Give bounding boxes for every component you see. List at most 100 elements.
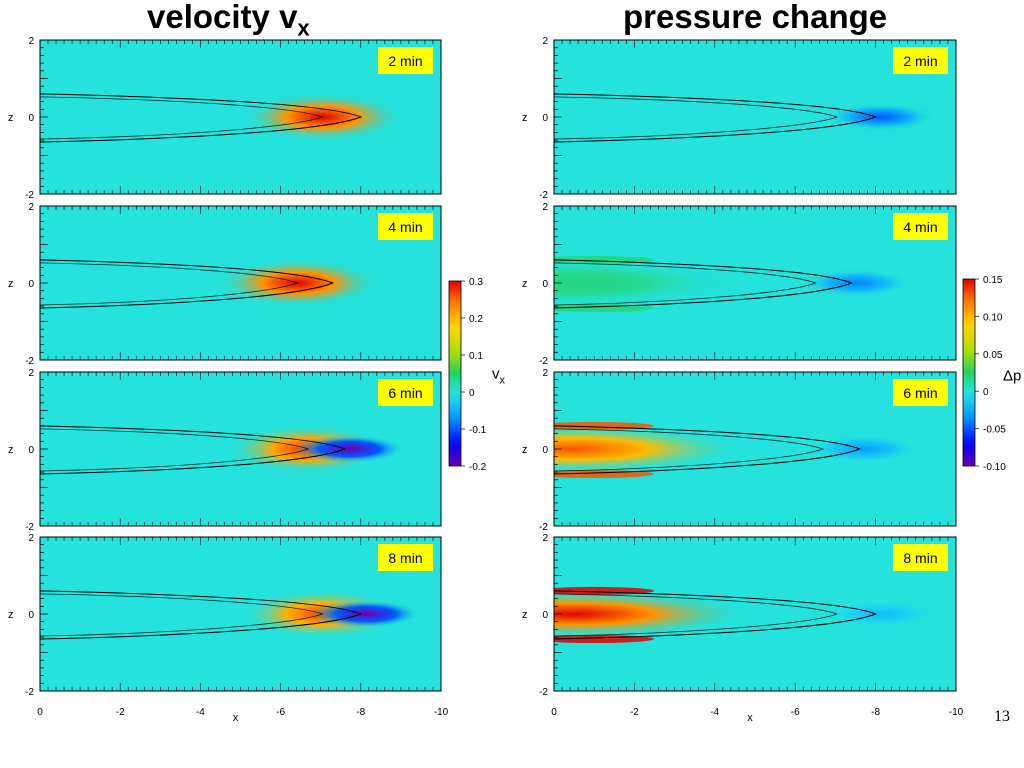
x-tick-label: -10 — [434, 707, 449, 718]
y-axis-label: z — [8, 112, 14, 124]
colorbar-label-sub: x — [500, 375, 506, 387]
chart1-panel-2: 2 0 -2 z 4 min — [8, 202, 442, 367]
chart2-panel-4: 2 0 -2 z 8 min — [522, 533, 957, 698]
chart2-panel-1: 2 0 -2 z 2 min — [522, 36, 957, 201]
outer-contour — [554, 590, 877, 640]
x-tick-label: -8 — [356, 707, 365, 718]
colorbar-label: Δp — [1003, 368, 1021, 385]
left-chart-title: velocity vx — [147, 0, 310, 42]
y-tick-label: 0 — [542, 445, 548, 456]
y-axis-label: z — [522, 112, 528, 124]
negative-region — [825, 103, 936, 131]
colorbar-tick-label: 0.15 — [983, 275, 1003, 286]
y-tick-label: 0 — [28, 113, 34, 124]
outer-contour — [40, 93, 363, 143]
time-label-box — [378, 379, 433, 406]
y-axis-label: z — [522, 278, 528, 290]
positive-region — [554, 425, 742, 473]
y-tick-label: 0 — [542, 279, 548, 290]
y-tick-label: 0 — [542, 610, 548, 621]
positive-region — [554, 590, 751, 638]
y-axis-label: z — [8, 278, 14, 290]
time-label: 6 min — [388, 385, 422, 401]
time-label-box — [378, 544, 433, 571]
positive-region — [554, 259, 738, 307]
x-tick-label: -2 — [116, 707, 125, 718]
y-tick-label: 2 — [542, 533, 548, 544]
negative-region — [825, 600, 936, 628]
x-tick-label: -4 — [710, 707, 719, 718]
chart1-panel-1: 2 0 -2 z 2 min — [8, 36, 442, 201]
y-tick-label: 0 — [28, 279, 34, 290]
y-tick-label: -2 — [25, 687, 34, 698]
y-tick-label: -2 — [539, 687, 548, 698]
y-tick-label: -2 — [539, 522, 548, 533]
chart2-panel-2: 2 0 -2 z 4 min — [522, 202, 957, 367]
y-tick-label: -2 — [539, 356, 548, 367]
negative-region — [294, 435, 405, 463]
x-tick-label: -6 — [276, 707, 285, 718]
colorbar-tick-label: 0.10 — [983, 312, 1003, 323]
chart1-panel-4: 2 0 -2 z 8 min — [8, 533, 442, 698]
negative-region — [801, 269, 912, 297]
colorbar-tick-label: 0.1 — [469, 351, 483, 362]
colorbar-tick-label: -0.1 — [469, 425, 487, 436]
inner-contour — [554, 428, 825, 472]
inner-contour — [554, 262, 817, 306]
y-tick-label: 2 — [28, 202, 34, 213]
time-label-box — [893, 379, 948, 406]
time-label: 8 min — [903, 550, 937, 566]
time-label-box — [378, 47, 433, 74]
colorbar-tick-label: -0.05 — [983, 425, 1006, 436]
colorbar-tick-label: 0.05 — [983, 350, 1003, 361]
inner-contour — [40, 262, 299, 306]
outer-contour — [554, 93, 877, 143]
chart1-panel-3: 2 0 -2 z 6 min — [8, 368, 442, 533]
y-axis-label: z — [8, 444, 14, 456]
colorbar-tick-label: 0 — [469, 388, 475, 399]
y-tick-label: 2 — [542, 36, 548, 47]
x-axis-label: x — [747, 712, 753, 724]
x-tick-label: -8 — [871, 707, 880, 718]
negative-region — [809, 435, 920, 463]
inner-contour — [554, 96, 839, 140]
x-tick-label: -10 — [949, 707, 964, 718]
colorbar — [448, 280, 462, 467]
chart2-panel-3: 2 0 -2 z 6 min — [522, 368, 957, 533]
colorbar-tick-label: -0.2 — [469, 462, 487, 473]
y-tick-label: 2 — [28, 368, 34, 379]
y-tick-label: -2 — [25, 190, 34, 201]
y-tick-label: 2 — [28, 533, 34, 544]
inner-contour — [40, 593, 324, 637]
colorbar — [962, 278, 976, 467]
outer-contour — [40, 590, 363, 640]
y-tick-label: -2 — [25, 356, 34, 367]
inner-contour — [40, 96, 324, 140]
colorbar-tick-label: 0.2 — [469, 314, 483, 325]
left-chart-title-sub: x — [297, 15, 310, 41]
colorbar-tick-label: 0 — [983, 387, 989, 398]
right-chart-title: pressure change — [623, 0, 888, 35]
inner-contour — [554, 593, 839, 637]
time-label: 8 min — [388, 550, 422, 566]
y-tick-label: 2 — [542, 202, 548, 213]
time-label-box — [893, 213, 948, 240]
colorbar-tick-label: 0.3 — [469, 277, 483, 288]
y-axis-label: z — [522, 609, 528, 621]
y-tick-label: 2 — [542, 368, 548, 379]
y-tick-label: -2 — [539, 190, 548, 201]
y-tick-label: 0 — [28, 610, 34, 621]
time-label: 6 min — [903, 385, 937, 401]
y-axis-label: z — [522, 444, 528, 456]
x-tick-label: 0 — [37, 707, 43, 718]
time-label: 2 min — [388, 53, 422, 69]
colorbar-tick-label: -0.10 — [983, 462, 1006, 473]
page-number: 13 — [994, 708, 1010, 725]
y-axis-label: z — [8, 609, 14, 621]
x-tick-label: -2 — [630, 707, 639, 718]
outer-contour — [40, 425, 347, 475]
y-tick-label: -2 — [25, 522, 34, 533]
left-chart-title-main: velocity v — [147, 0, 298, 35]
x-tick-label: -6 — [791, 707, 800, 718]
